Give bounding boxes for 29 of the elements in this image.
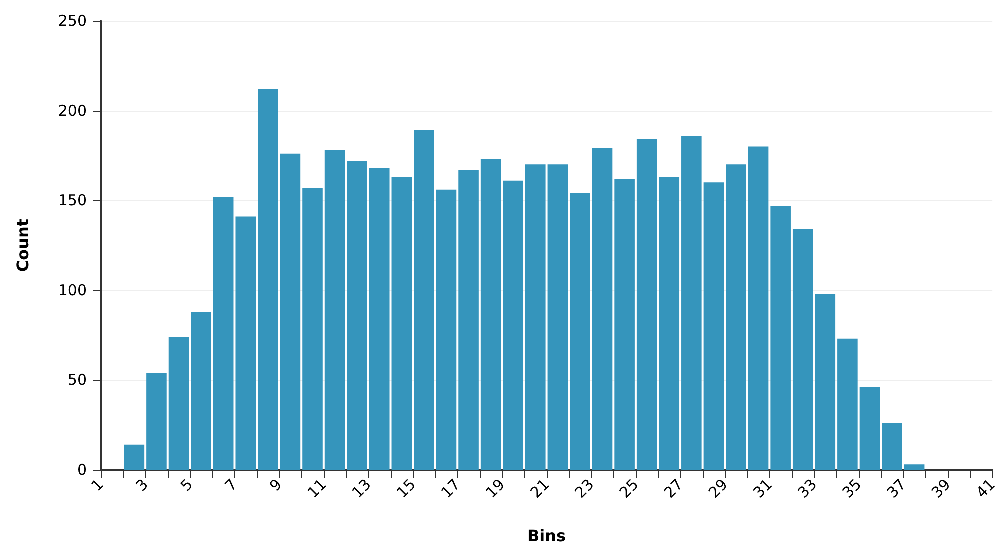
x-tick-label: 17 xyxy=(438,476,464,502)
y-axis-title: Count xyxy=(14,218,32,272)
x-tick-label: 13 xyxy=(348,476,375,502)
x-tick-label: 1 xyxy=(88,476,108,496)
x-tick-label: 11 xyxy=(304,476,330,502)
y-tick-label: 150 xyxy=(58,192,87,210)
x-tick-label: 41 xyxy=(972,476,999,502)
x-tick-label: 25 xyxy=(616,476,642,502)
x-tick-label: 31 xyxy=(750,476,776,502)
x-tick-label: 23 xyxy=(572,476,598,502)
y-tick-label: 0 xyxy=(77,461,87,479)
x-tick-label: 21 xyxy=(526,476,554,502)
x-tick-label: 9 xyxy=(266,476,286,496)
y-tick-label: 250 xyxy=(58,12,87,30)
x-tick-label: 27 xyxy=(660,476,687,502)
x-tick-label: 19 xyxy=(482,476,509,502)
x-tick-label: 33 xyxy=(794,476,821,502)
x-tick-label: 37 xyxy=(884,476,910,502)
y-tick-label: 200 xyxy=(58,102,87,120)
x-tick-label: 15 xyxy=(393,476,420,502)
x-tick-label: 7 xyxy=(222,476,242,496)
x-tick-label: 29 xyxy=(705,476,732,502)
x-tick-label: 3 xyxy=(132,476,152,496)
x-tick-label: 35 xyxy=(838,476,866,502)
y-tick-label: 50 xyxy=(68,371,87,390)
x-tick-label: 5 xyxy=(177,476,197,496)
x-axis-title: Bins xyxy=(527,526,566,546)
y-tick-label: 100 xyxy=(58,281,87,300)
x-tick-label: 39 xyxy=(928,476,954,502)
